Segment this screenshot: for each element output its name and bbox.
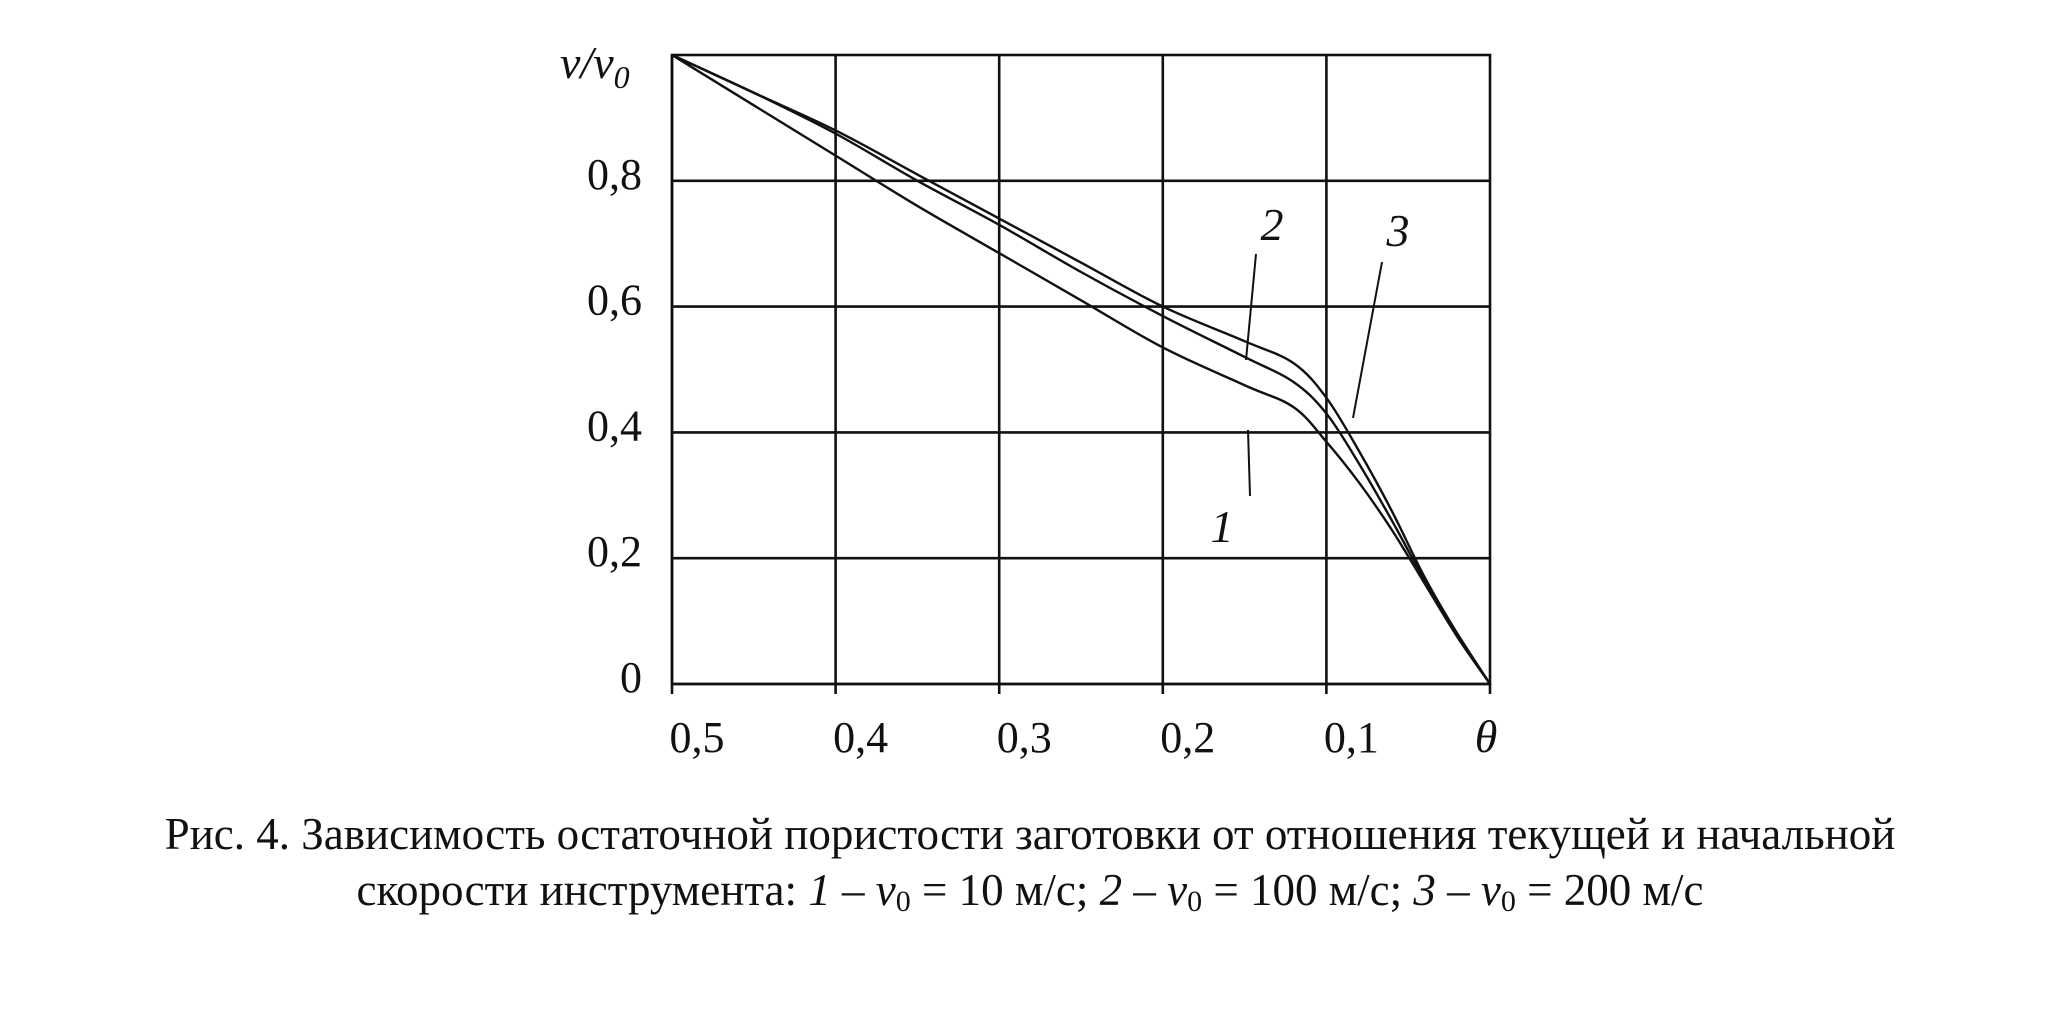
x-tick-label: 0,1 <box>1324 713 1379 762</box>
y-tick-label: 0,4 <box>587 401 642 450</box>
caption-prefix: скорости инструмента: <box>356 865 809 915</box>
x-axis-label: θ <box>1475 711 1498 762</box>
caption-item: 1 – v0 = 10 м/с; <box>808 865 1100 918</box>
label-leader-lines: 1 2 3 <box>1211 199 1410 552</box>
leader-line-3 <box>1352 261 1383 419</box>
curve-2 <box>671 53 1492 685</box>
curve-label-2: 2 <box>1261 199 1284 250</box>
x-tick-label: 0,5 <box>670 713 725 762</box>
leader-line-1 <box>1247 429 1251 497</box>
figure-caption-line1: Рис. 4. Зависимость остаточной пористост… <box>164 809 1896 859</box>
y-tick-label: 0 <box>620 653 642 702</box>
y-tick-label: 0,2 <box>587 527 642 576</box>
plot-frame <box>670 53 1492 686</box>
grid <box>670 55 1490 686</box>
curve-3 <box>671 53 1492 685</box>
curve-1 <box>671 53 1491 685</box>
tick-labels: 0,5 0,4 0,3 0,2 0,1 0,8 0,6 0,4 0,2 0 <box>587 150 1379 762</box>
caption-item: 2 – v0 = 100 м/с; <box>1099 865 1414 918</box>
x-tick-marks <box>670 684 1492 694</box>
curves <box>671 53 1492 685</box>
curve-label-1: 1 <box>1211 501 1234 552</box>
figure-caption-line2: скорости инструмента: 1 – v0 = 10 м/с; 2… <box>0 862 2060 930</box>
leader-line-2 <box>1245 253 1257 361</box>
x-tick-label: 0,3 <box>997 713 1052 762</box>
x-tick-label: 0,4 <box>833 713 888 762</box>
caption-item: 3 – v0 = 200 м/с <box>1413 865 1704 918</box>
y-tick-label: 0,8 <box>587 150 642 199</box>
x-tick-label: 0,2 <box>1160 713 1215 762</box>
y-axis-label: v/v0 <box>560 37 630 95</box>
curve-label-3: 3 <box>1386 205 1410 256</box>
y-tick-label: 0,6 <box>587 276 642 325</box>
plot-border <box>670 53 1492 686</box>
